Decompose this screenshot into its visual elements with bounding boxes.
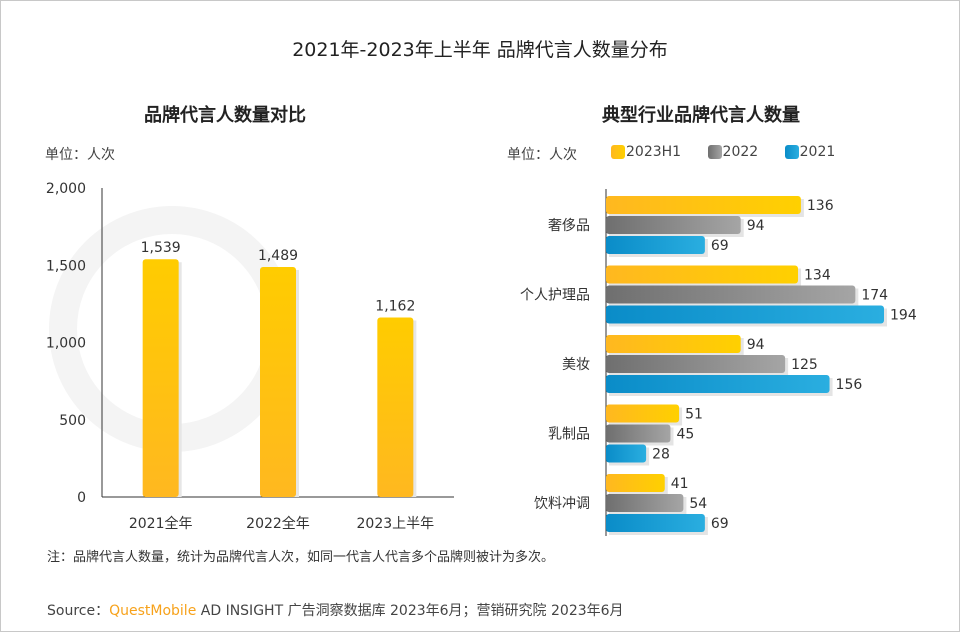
bar-2022 — [606, 285, 856, 304]
bar-value-label: 194 — [890, 308, 917, 324]
bar-value-label: 28 — [652, 447, 670, 463]
category-label: 奢侈品 — [548, 218, 590, 234]
legend-swatch-icon — [707, 145, 722, 159]
bar-2023H1 — [606, 265, 799, 284]
bar-2021 — [606, 375, 830, 393]
bar — [377, 317, 414, 497]
right-chart-title: 典型行业品牌代言人数量 — [602, 105, 800, 126]
bar-value-label: 94 — [747, 337, 765, 353]
bar-value-label: 156 — [836, 377, 863, 393]
legend-swatch-icon — [611, 145, 625, 159]
bar-value-label: 54 — [689, 496, 707, 512]
y-tick-label: 0 — [77, 490, 86, 506]
y-tick-label: 2,000 — [46, 181, 86, 197]
page-title: 2021年-2023年上半年 品牌代言人数量分布 — [292, 39, 668, 61]
left-chart-title: 品牌代言人数量对比 — [144, 105, 306, 126]
bar — [142, 259, 179, 497]
bar-value-label: 69 — [711, 238, 729, 254]
legend-swatch-icon — [784, 145, 799, 159]
x-tick-label: 2023上半年 — [357, 516, 435, 532]
bar-value-label: 136 — [807, 198, 834, 214]
left-chart-unit: 单位：人次 — [45, 147, 115, 163]
source-label: Source： — [47, 603, 110, 619]
bar-2022 — [606, 355, 786, 373]
bar-value-label: 174 — [861, 288, 888, 304]
bar-2023H1 — [606, 196, 801, 214]
legend: 2023H1 2022 2021 — [611, 144, 835, 160]
bar-value-label: 1,162 — [375, 298, 415, 314]
legend-label: 2021 — [799, 144, 836, 160]
category-label: 个人护理品 — [520, 288, 590, 304]
bar-value-label: 51 — [685, 407, 703, 423]
source-brand: QuestMobile — [109, 603, 197, 619]
bar-2021 — [606, 444, 647, 463]
bar-value-label: 69 — [711, 516, 729, 532]
x-tick-label: 2022全年 — [246, 515, 310, 532]
bar-value-label: 94 — [747, 218, 765, 234]
category-label: 饮料冲调 — [534, 496, 590, 512]
bar-value-label: 41 — [671, 476, 689, 492]
y-tick-label: 1,500 — [46, 258, 86, 274]
footnote: 注：品牌代言人数量，统计为品牌代言人次，如同一代言人代言多个品牌则被计为多次。 — [47, 550, 555, 565]
legend-label: 2022 — [722, 144, 759, 160]
bar-2023H1 — [606, 335, 741, 353]
bar-2021 — [606, 514, 705, 532]
bar — [260, 266, 296, 497]
bar-value-label: 1,489 — [258, 248, 298, 264]
legend-item-2023h1: 2023H1 — [611, 144, 681, 160]
bar-value-label: 1,539 — [141, 240, 181, 256]
category-label: 乳制品 — [548, 427, 590, 443]
bar-2022 — [606, 494, 684, 512]
source-text: AD INSIGHT 广告洞察数据库 2023年6月；营销研究院 2023年6月 — [196, 603, 624, 619]
bar-2023H1 — [606, 474, 665, 492]
bar-2021 — [606, 236, 705, 254]
y-tick-label: 1,000 — [46, 336, 86, 352]
x-tick-label: 2021全年 — [129, 515, 193, 532]
bar-2022 — [606, 424, 671, 443]
source-line: Source：QuestMobile AD INSIGHT 广告洞察数据库 20… — [47, 600, 624, 620]
y-tick-label: 500 — [59, 413, 86, 429]
right-chart-unit: 单位：人次 — [507, 147, 577, 163]
bar-value-label: 134 — [804, 268, 831, 284]
bar-2023H1 — [606, 404, 680, 423]
legend-label: 2023H1 — [626, 144, 682, 160]
bar-value-label: 45 — [676, 427, 694, 443]
category-label: 美妆 — [562, 357, 590, 373]
legend-item-2022: 2022 — [707, 144, 759, 160]
bar-2022 — [606, 216, 741, 234]
bar-value-label: 125 — [791, 357, 818, 373]
bar-2021 — [606, 305, 884, 324]
legend-item-2021: 2021 — [784, 144, 836, 160]
